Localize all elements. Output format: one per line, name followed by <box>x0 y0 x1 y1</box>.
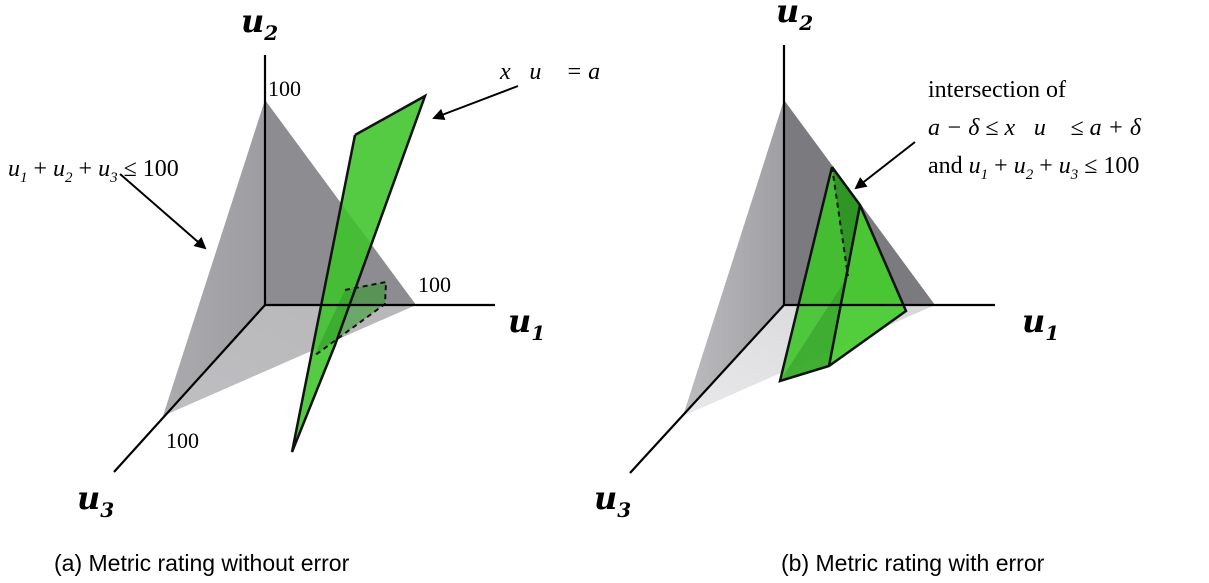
wedge-dashed <box>831 166 849 277</box>
wedge-ridge <box>827 204 862 367</box>
wedge-outline <box>778 166 908 383</box>
tick-u2-100: 100 <box>268 76 301 101</box>
annotation-line1: intersection of <box>928 77 1066 103</box>
panel-b: u2 u1 u3 intersection of a − δ ≤ x⃗u⃗ ≤ … <box>594 0 1142 576</box>
caption-b: (b) Metric rating with error <box>781 550 1045 576</box>
annotation-line3: and u1 + u2 + u3 ≤ 100 <box>928 153 1139 183</box>
axis-u3-label-b: u3 <box>594 479 631 522</box>
axis-u3-label: u3 <box>77 479 114 522</box>
constraint-label: u1 + u2 + u3 ≤ 100 <box>8 156 179 186</box>
simplex-front-face <box>163 100 416 416</box>
tick-u3-100: 100 <box>166 428 199 453</box>
plane-arrow <box>432 85 519 121</box>
axis-u3-line-b <box>629 304 785 474</box>
intersection-dashed <box>313 280 388 357</box>
simplex-left-face-b <box>683 100 784 416</box>
axis-u1-label-b: u1 <box>1022 302 1059 345</box>
annotation-line2: a − δ ≤ x⃗u⃗ ≤ a + δ <box>928 115 1142 141</box>
axis-u1-label: u1 <box>508 302 545 345</box>
plane-label: x⃗u⃗ = a <box>499 59 600 85</box>
panel-a: u2 u1 u3 100 100 100 u1 + u2 + u3 ≤ 100 … <box>8 2 600 576</box>
annotation-arrow <box>854 141 916 190</box>
axis-u3-line <box>113 304 266 473</box>
green-plane-outline <box>290 93 428 453</box>
caption-a: (a) Metric rating without error <box>54 550 350 576</box>
wedge-right-face <box>829 205 906 366</box>
constraint-arrow <box>119 173 207 250</box>
axis-u2-label-b: u2 <box>776 0 813 35</box>
axis-u2-label: u2 <box>241 2 278 45</box>
tick-u1-100: 100 <box>418 272 451 297</box>
wedge-top-face <box>832 167 860 276</box>
green-plane-inner <box>314 282 386 356</box>
